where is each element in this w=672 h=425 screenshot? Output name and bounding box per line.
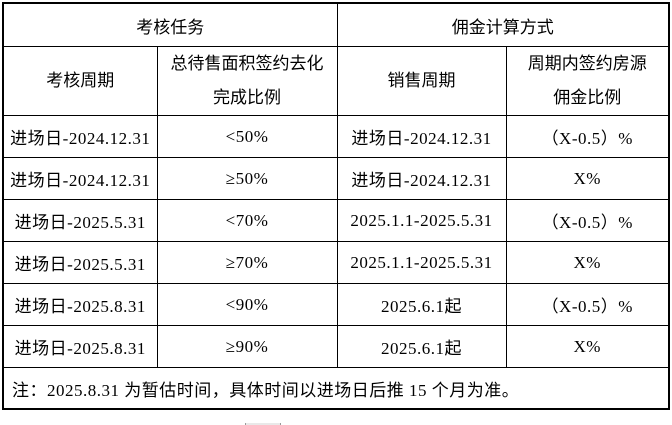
column-header-row: 考核周期 总待售面积签约去化 完成比例 销售周期 周期内签约房源 佣金比例: [2, 46, 670, 116]
cell-sales-period: 2025.6.1起: [336, 283, 507, 326]
cell-commission-rate: X%: [505, 157, 670, 200]
cell-assessment-period: 进场日-2025.8.31: [2, 283, 158, 326]
cell-completion-ratio: <50%: [156, 115, 338, 158]
table-row: 进场日-2025.8.31 <90% 2025.6.1起 （X-0.5）%: [2, 283, 670, 326]
cell-assessment-period: 进场日-2025.5.31: [2, 241, 158, 284]
table-row: 进场日-2025.5.31 ≥70% 2025.1.1-2025.5.31 X%: [2, 241, 670, 284]
col-header-commission-rate: 周期内签约房源 佣金比例: [505, 46, 670, 116]
cell-assessment-period: 进场日-2025.5.31: [2, 199, 158, 242]
cell-sales-period: 2025.1.1-2025.5.31: [336, 199, 507, 242]
cell-assessment-period: 进场日-2024.12.31: [2, 157, 158, 200]
header-commission-method: 佣金计算方式: [336, 2, 670, 47]
table-row: 进场日-2025.5.31 <70% 2025.1.1-2025.5.31 （X…: [2, 199, 670, 242]
header-assessment-task: 考核任务: [2, 2, 338, 47]
cell-sales-period: 进场日-2024.12.31: [336, 115, 507, 158]
cell-sales-period: 2025.6.1起: [336, 325, 507, 368]
cell-commission-rate: X%: [505, 241, 670, 284]
table-row: 进场日-2024.12.31 ≥50% 进场日-2024.12.31 X%: [2, 157, 670, 200]
commission-assessment-table: 考核任务 佣金计算方式 考核周期 总待售面积签约去化 完成比例 销售周期 周期内…: [2, 2, 670, 410]
cell-completion-ratio: ≥70%: [156, 241, 338, 284]
col-header-sales-period: 销售周期: [336, 46, 507, 116]
cell-commission-rate: （X-0.5）%: [505, 199, 670, 242]
note-row: 注：2025.8.31 为暂估时间，具体时间以进场日后推 15 个月为准。: [2, 367, 670, 410]
table-note: 注：2025.8.31 为暂估时间，具体时间以进场日后推 15 个月为准。: [2, 367, 670, 410]
cell-sales-period: 进场日-2024.12.31: [336, 157, 507, 200]
cell-completion-ratio: <90%: [156, 283, 338, 326]
cell-commission-rate: （X-0.5）%: [505, 283, 670, 326]
table-row: 进场日-2025.8.31 ≥90% 2025.6.1起 X%: [2, 325, 670, 368]
cell-completion-ratio: ≥50%: [156, 157, 338, 200]
col-header-completion-ratio: 总待售面积签约去化 完成比例: [156, 46, 338, 116]
col-header-assessment-period: 考核周期: [2, 46, 158, 116]
table-row: 进场日-2024.12.31 <50% 进场日-2024.12.31 （X-0.…: [2, 115, 670, 158]
cell-assessment-period: 进场日-2024.12.31: [2, 115, 158, 158]
cell-assessment-period: 进场日-2025.8.31: [2, 325, 158, 368]
cell-commission-rate: （X-0.5）%: [505, 115, 670, 158]
cell-completion-ratio: ≥90%: [156, 325, 338, 368]
cell-completion-ratio: <70%: [156, 199, 338, 242]
cell-sales-period: 2025.1.1-2025.5.31: [336, 241, 507, 284]
cell-commission-rate: X%: [505, 325, 670, 368]
header-group-row: 考核任务 佣金计算方式: [2, 2, 670, 47]
horizontal-scrollbar-thumb[interactable]: [245, 423, 281, 425]
